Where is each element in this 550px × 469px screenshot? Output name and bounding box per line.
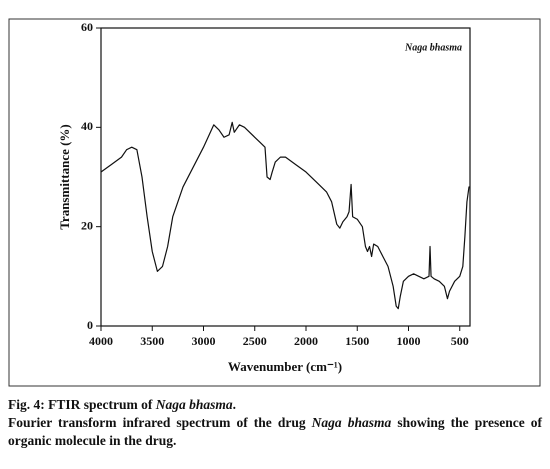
- caption-title: Fig. 4: FTIR spectrum of Naga bhasma.: [8, 396, 542, 414]
- figure-frame: [8, 18, 541, 387]
- caption: Fig. 4: FTIR spectrum of Naga bhasma. Fo…: [8, 396, 542, 450]
- plot-frame: [100, 27, 471, 327]
- x-axis-label: Wavenumber (cm⁻¹): [228, 359, 342, 374]
- y-tick-label: 20: [81, 218, 93, 232]
- y-tick-label: 0: [87, 318, 93, 332]
- spectrum-line: [100, 121, 470, 310]
- x-tick-label: 1000: [397, 334, 421, 348]
- annotation: Naga bhasma: [404, 42, 462, 53]
- y-tick-label: 40: [81, 119, 93, 133]
- caption-text: Fourier transform infrared spectrum of t…: [8, 415, 306, 430]
- caption-italic: Naga bhasma: [311, 415, 392, 430]
- chart: Naga bhasma Wavenumber (cm⁻¹) Transmitta…: [8, 18, 541, 387]
- x-tick-label: 1500: [345, 334, 369, 348]
- y-axis-label: Transmittance (%): [57, 124, 72, 230]
- caption-text: Fig. 4: FTIR spectrum of: [8, 397, 153, 412]
- x-tick-label: 2000: [294, 334, 318, 348]
- x-tick-label: 3000: [192, 334, 216, 348]
- caption-text: showing the presence of organic molecule…: [8, 415, 543, 448]
- y-tick-label: 60: [81, 20, 93, 34]
- x-tick-label: 500: [451, 334, 469, 348]
- x-tick-label: 3500: [140, 334, 164, 348]
- x-tick-label: 2500: [243, 334, 267, 348]
- caption-text: .: [232, 397, 236, 412]
- caption-italic: Naga bhasma: [155, 397, 233, 412]
- x-tick-label: 4000: [89, 334, 113, 348]
- caption-body: Fourier transform infrared spectrum of t…: [8, 414, 542, 450]
